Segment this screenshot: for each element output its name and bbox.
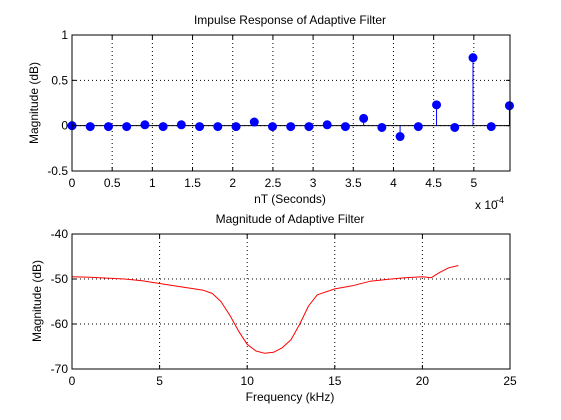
- impulse-sample-marker: [359, 113, 369, 123]
- impulse-sample-marker: [122, 122, 132, 132]
- impulse-sample-marker: [286, 122, 296, 132]
- impulse-y-tick-label: 0: [61, 119, 68, 133]
- magnitude-x-tick-label: 10: [241, 374, 255, 388]
- magnitude-response-chart: Magnitude of Adaptive Filter 0 5 10 15 20 25 …: [30, 212, 517, 404]
- magnitude-chart-x-label: Frequency (kHz): [246, 390, 335, 404]
- impulse-chart-x-multiplier-exponent: -4: [496, 195, 504, 205]
- impulse-response-chart: Impulse Response of Adaptive Filter 0 0.5…: [27, 13, 514, 212]
- magnitude-chart-title: Magnitude of Adaptive Filter: [216, 212, 365, 226]
- impulse-chart-x-ticks: 0 0.5 1 1.5 2 2.5 3 3.5 4 4.5 5: [69, 35, 477, 190]
- magnitude-y-tick-label: -60: [51, 317, 69, 331]
- impulse-sample-marker: [158, 122, 168, 132]
- magnitude-chart-y-ticks: -70 -60 -50 -40: [51, 227, 510, 376]
- impulse-sample-marker: [486, 122, 496, 132]
- impulse-x-tick-label: 2: [229, 176, 236, 190]
- magnitude-y-tick-label: -70: [51, 362, 69, 376]
- impulse-y-tick-label: -0.5: [47, 164, 68, 178]
- magnitude-x-tick-label: 20: [416, 374, 430, 388]
- impulse-chart-x-multiplier: x 10: [475, 198, 498, 212]
- impulse-chart-title: Impulse Response of Adaptive Filter: [194, 13, 386, 27]
- magnitude-chart-plot-area: [71, 265, 459, 354]
- impulse-sample-marker: [450, 122, 460, 132]
- magnitude-chart-frame: [71, 233, 511, 370]
- impulse-sample-marker: [249, 117, 259, 127]
- impulse-y-tick-label: 0.5: [51, 73, 68, 87]
- impulse-sample-marker: [413, 122, 423, 132]
- impulse-sample-marker: [103, 122, 113, 132]
- impulse-sample-marker: [267, 122, 277, 132]
- magnitude-series-line: [71, 265, 459, 354]
- magnitude-chart-x-ticks: 0 5 10 15 20 25: [69, 234, 517, 388]
- impulse-sample-marker: [395, 132, 405, 142]
- impulse-sample-marker: [195, 122, 205, 132]
- impulse-x-tick-label: 3: [310, 176, 317, 190]
- impulse-x-tick-label: 3.5: [345, 176, 362, 190]
- impulse-sample-marker: [304, 122, 314, 132]
- magnitude-x-tick-label: 15: [328, 374, 342, 388]
- magnitude-chart-grid: [72, 234, 510, 369]
- impulse-x-tick-label: 4.5: [425, 176, 442, 190]
- impulse-sample-marker: [140, 120, 150, 130]
- impulse-x-tick-label: 2.5: [265, 176, 282, 190]
- magnitude-chart-y-label: Magnitude (dB): [30, 260, 44, 342]
- impulse-chart-x-label: nT (Seconds): [254, 192, 326, 206]
- impulse-y-tick-label: 1: [61, 28, 68, 42]
- impulse-x-tick-label: 0.5: [104, 176, 121, 190]
- impulse-chart-y-label: Magnitude (dB): [27, 62, 41, 144]
- magnitude-y-tick-label: -50: [51, 272, 69, 286]
- impulse-x-tick-label: 1.5: [184, 176, 201, 190]
- impulse-chart-y-ticks: -0.5 0 0.5 1: [47, 28, 510, 178]
- impulse-sample-marker: [340, 122, 350, 132]
- impulse-sample-marker: [377, 122, 387, 132]
- impulse-sample-marker: [468, 53, 478, 63]
- impulse-x-tick-label: 0: [69, 176, 76, 190]
- magnitude-x-tick-label: 5: [156, 374, 163, 388]
- impulse-x-tick-label: 5: [470, 176, 477, 190]
- impulse-x-tick-label: 4: [390, 176, 397, 190]
- impulse-x-tick-label: 1: [149, 176, 156, 190]
- impulse-sample-marker: [504, 101, 514, 111]
- impulse-sample-marker: [85, 122, 95, 132]
- impulse-chart-frame: [71, 34, 511, 172]
- impulse-sample-marker: [213, 122, 223, 132]
- impulse-sample-marker: [231, 122, 241, 132]
- magnitude-y-tick-label: -40: [51, 227, 69, 241]
- magnitude-x-tick-label: 0: [69, 374, 76, 388]
- impulse-sample-marker: [322, 120, 332, 130]
- impulse-sample-marker: [432, 100, 442, 110]
- magnitude-x-tick-label: 25: [503, 374, 517, 388]
- impulse-sample-marker: [176, 120, 186, 130]
